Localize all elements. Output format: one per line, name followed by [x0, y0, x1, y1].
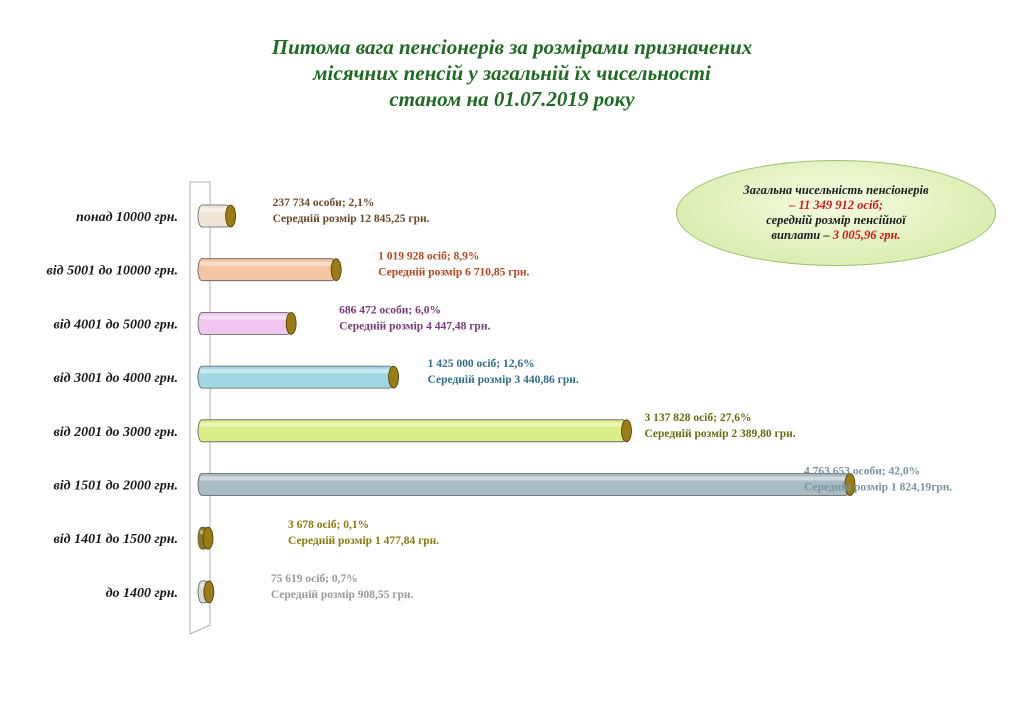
data-label-average: Середній розмір 12 845,25 грн. [273, 213, 430, 225]
data-label-average: Середній розмір 3 440,86 грн. [428, 374, 579, 386]
chart-title: Питома вага пенсіонерів за розмірами при… [0, 34, 1024, 112]
bar-highlight [200, 530, 204, 535]
axis-wall [189, 181, 211, 635]
bar-cap [285, 311, 297, 335]
data-label-average: Середній розмір 908,55 грн. [271, 589, 414, 601]
bar-highlight [200, 583, 205, 588]
bar-highlight [200, 261, 333, 266]
summary-line-4: виплати – 3 005,96 грн. [771, 228, 900, 243]
category-label: до 1400 грн. [106, 586, 178, 601]
bar-highlight [200, 369, 390, 374]
summary-line-1: Загальна чисельність пенсіонерів [743, 183, 929, 197]
bar-cap [202, 526, 214, 550]
data-label-average: Середній розмір 6 710,85 грн. [378, 267, 529, 279]
data-label-average: Середній розмір 1 824,19грн. [804, 482, 952, 494]
bar-cap [621, 419, 632, 443]
bar-cap [203, 580, 215, 604]
summary-line-2: – 11 349 912 осіб; [789, 198, 883, 212]
data-label-count: 75 619 осіб; 0,7% [271, 573, 358, 585]
summary-line-4a: виплати – [771, 228, 833, 242]
data-label-count: 3 678 осіб; 0,1% [288, 519, 369, 531]
category-label: понад 10000 грн. [76, 210, 178, 225]
data-label-count: 1 019 928 осіб; 8,9% [378, 251, 479, 263]
data-label-count: 3 137 828 осіб; 27,6% [644, 412, 751, 424]
data-label-count: 4 763 653 особи; 42,0% [804, 466, 920, 478]
category-label: від 3001 до 4000 грн. [54, 371, 178, 386]
data-label-average: Середній розмір 2 389,80 грн. [644, 428, 795, 440]
bar-highlight [200, 315, 288, 320]
bar-highlight [200, 476, 846, 481]
summary-ellipse: Загальна чисельність пенсіонерів – 11 34… [676, 160, 996, 266]
title-line-1: Питома вага пенсіонерів за розмірами при… [271, 35, 753, 59]
title-line-3: станом на 01.07.2019 року [389, 87, 635, 111]
title-line-2: місячних пенсій у загальній їх чисельнос… [313, 61, 711, 85]
bar-cap [330, 258, 342, 282]
category-label: від 2001 до 3000 грн. [54, 425, 178, 440]
category-label: від 4001 до 5000 грн. [54, 317, 178, 332]
data-label-average: Середній розмір 1 477,84 грн. [288, 535, 439, 547]
category-label: від 1501 до 2000 грн. [54, 479, 178, 494]
category-label: від 5001 до 10000 грн. [47, 264, 178, 279]
bar-highlight [200, 422, 623, 427]
data-label-count: 686 472 особи; 6,0% [339, 304, 441, 316]
bar-cap [225, 204, 237, 228]
data-label-count: 1 425 000 осіб; 12,6% [428, 358, 535, 370]
bar-highlight [200, 208, 227, 212]
data-label-count: 237 734 особи; 2,1% [273, 197, 375, 209]
bar-cap [844, 473, 856, 496]
summary-line-3: середній розмір пенсійної [766, 213, 906, 227]
bar-cap [388, 365, 400, 389]
category-label: від 1401 до 1500 грн. [54, 532, 178, 547]
summary-line-4b: 3 005,96 грн. [832, 228, 901, 242]
data-label-average: Середній розмір 4 447,48 грн. [339, 320, 490, 332]
